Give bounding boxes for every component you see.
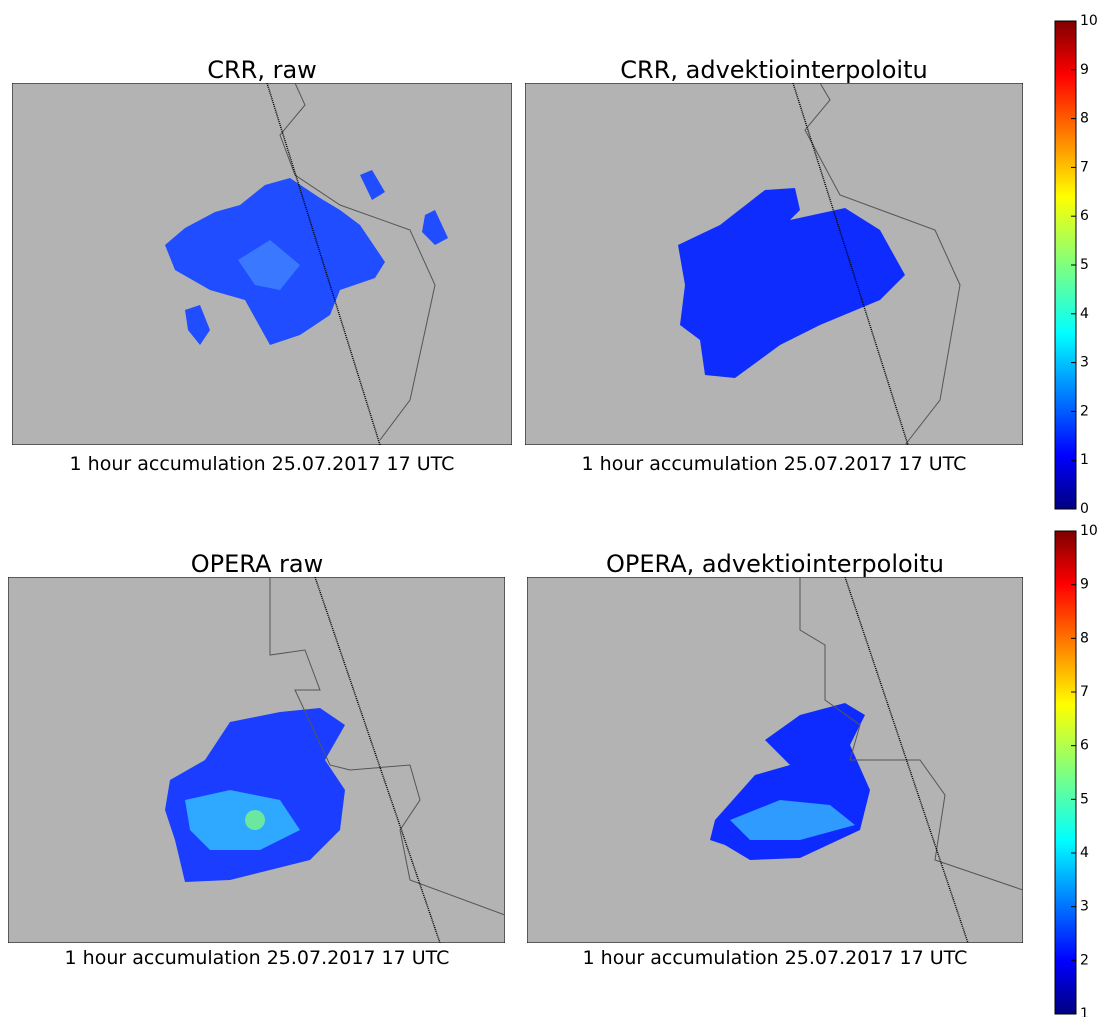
caption: 1 hour accumulation 25.07.2017 17 UTC [65,947,450,969]
colorbar-tick-label: 5 [1080,257,1089,273]
colorbar-tick-label: 9 [1080,62,1089,78]
map [527,577,1023,943]
colorbar-tick-label: 7 [1080,159,1089,175]
panel-title: OPERA raw [191,550,323,578]
map [8,577,505,943]
colorbar-tick-label: 10 [1080,13,1098,29]
colorbar-tick-label: 0 [1080,501,1089,517]
colorbar-tick-label: 3 [1080,355,1089,371]
map [525,83,1023,445]
colorbar [1055,531,1076,1014]
colorbar-tick-label: 3 [1080,899,1089,915]
panel-title: OPERA, advektiointerpoloitu [606,550,944,578]
precip [245,810,265,830]
colorbar-tick-label: 4 [1080,306,1089,322]
map [12,83,512,445]
caption: 1 hour accumulation 25.07.2017 17 UTC [583,947,968,969]
caption: 1 hour accumulation 25.07.2017 17 UTC [582,453,967,475]
caption: 1 hour accumulation 25.07.2017 17 UTC [70,453,455,475]
colorbar-tick-label: 7 [1080,684,1089,700]
colorbar-tick-label: 2 [1080,403,1089,419]
colorbar-tick-label: 8 [1080,630,1089,646]
colorbar-tick-label: 1 [1080,452,1089,468]
colorbar-tick-label: 6 [1080,738,1089,754]
colorbar-tick-label: 9 [1080,577,1089,593]
colorbar-tick-label: 4 [1080,845,1089,861]
panel-title: CRR, raw [207,56,317,84]
colorbar-tick-label: 2 [1080,952,1089,968]
figure: CRR, raw 1 hour accumulation 25.07.2017 … [0,0,1107,1017]
panel-title: CRR, advektiointerpoloitu [620,56,927,84]
colorbar-tick-label: 1 [1080,1006,1089,1017]
colorbar-tick-label: 10 [1080,523,1098,539]
colorbar-tick-label: 8 [1080,111,1089,127]
colorbar-tick-label: 5 [1080,791,1089,807]
colorbar-tick-label: 6 [1080,208,1089,224]
